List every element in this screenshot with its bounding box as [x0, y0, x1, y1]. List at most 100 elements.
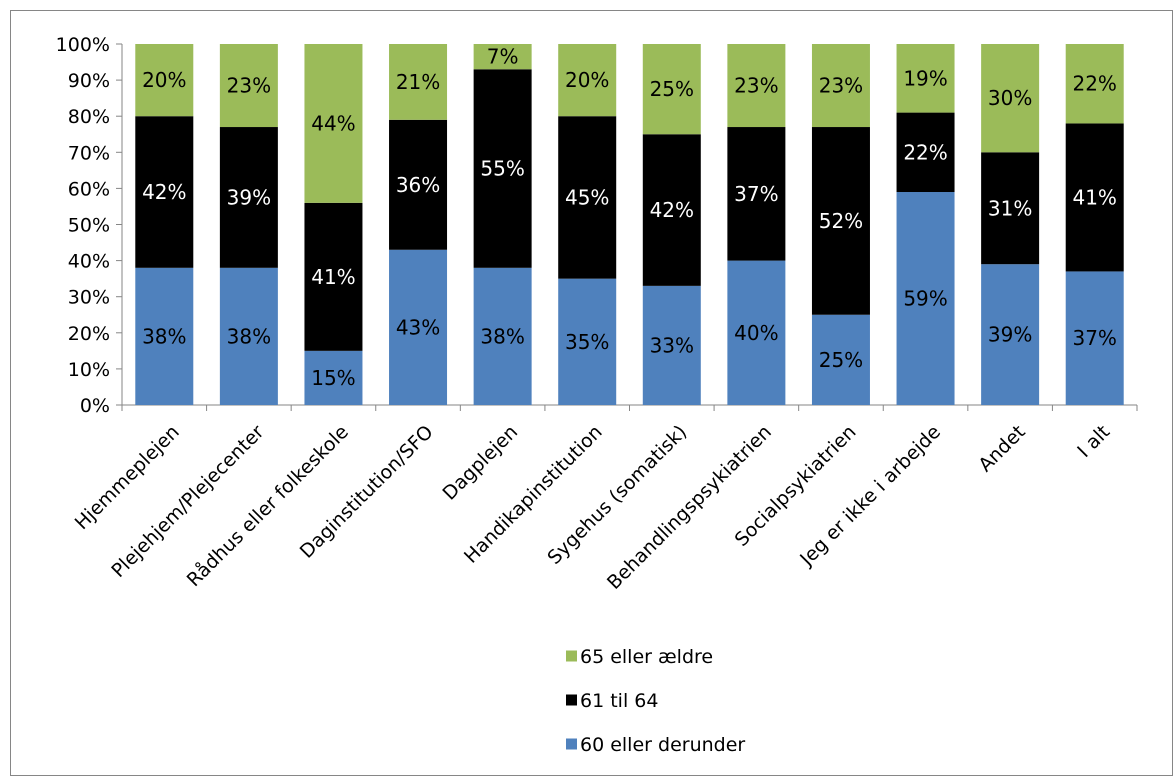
x-tick-label: Behandlingspsykiatrien [603, 421, 776, 594]
bar-segment [558, 278, 617, 405]
data-label: 22% [903, 140, 947, 164]
data-label: 19% [903, 66, 947, 90]
bar-segment [219, 44, 278, 128]
bar-segment [558, 44, 617, 117]
legend: 65 eller ældre 61 til 64 60 eller derunder [566, 646, 745, 756]
data-label: 25% [819, 348, 863, 372]
data-label: 7% [487, 45, 519, 69]
data-label: 38% [227, 324, 271, 348]
y-tick-label: 100% [56, 34, 110, 56]
data-label: 35% [565, 330, 609, 354]
data-labels: 38% 42% 20% 38% 39% 23% 15% 41% 44% 43% 36% 21% 38% 5… [142, 45, 1117, 390]
y-tick-label: 30% [68, 287, 110, 309]
bar-segment [1065, 123, 1124, 272]
legend-label: 60 eller derunder [580, 734, 745, 756]
y-tick-label: 20% [68, 323, 110, 345]
x-tick-labels: HjemmeplejenPlejehjem/PlejecenterRådhus … [71, 420, 1115, 594]
data-label: 23% [227, 74, 271, 98]
bar-segment [896, 44, 955, 113]
bar-segment [981, 264, 1040, 405]
data-label: 37% [1072, 326, 1116, 350]
data-label: 40% [734, 321, 778, 345]
x-tick-label: Dagplejen [438, 421, 522, 505]
bar-segment [473, 44, 532, 70]
y-tick-label: 0% [80, 395, 110, 417]
data-label: 39% [227, 185, 271, 209]
data-label: 20% [565, 68, 609, 92]
y-tick-label: 40% [68, 251, 110, 273]
data-label: 52% [819, 209, 863, 233]
bar-segment [389, 249, 448, 405]
legend-swatch [566, 738, 577, 750]
bar-segment [558, 116, 617, 279]
x-tick-label: Sygehus (somatisk) [543, 421, 691, 569]
bar-segment [389, 119, 448, 250]
data-label: 44% [311, 111, 355, 135]
bar-segment [896, 192, 955, 405]
data-label: 23% [819, 74, 863, 98]
data-label: 30% [988, 86, 1032, 110]
data-label: 15% [311, 366, 355, 390]
data-label: 41% [1072, 185, 1116, 209]
data-label: 43% [396, 315, 440, 339]
bar-segment [727, 127, 786, 261]
bar-segment [1065, 44, 1124, 124]
bar-segment [219, 127, 278, 268]
bar-segment [981, 152, 1040, 265]
x-tick-label: Jeg er ikke i arbejde [795, 421, 945, 571]
legend-swatch [566, 694, 577, 706]
data-label: 31% [988, 196, 1032, 220]
bar-segment [135, 44, 194, 117]
data-label: 21% [396, 70, 440, 94]
bar-segment [642, 134, 701, 286]
data-label: 38% [480, 324, 524, 348]
bar-segment [811, 127, 870, 315]
x-tick-label: Andet [974, 421, 1029, 476]
bar-segment [135, 116, 194, 268]
bar-segment [473, 267, 532, 405]
y-tick-label: 70% [68, 142, 110, 164]
bar-segment [896, 112, 955, 193]
legend-label: 65 eller ældre [580, 646, 713, 668]
bar-segment [219, 267, 278, 405]
data-label: 36% [396, 173, 440, 197]
bar-segment [811, 44, 870, 128]
bar-segment [1065, 271, 1124, 405]
data-label: 39% [988, 323, 1032, 347]
axes: 0% 10% 20% 30% 40% 50% 60% 70% 80% 90% 100% [56, 34, 1138, 417]
data-label: 42% [650, 198, 694, 222]
bar-segment [389, 44, 448, 120]
x-tick-label: Handikapinstitution [460, 421, 607, 568]
bar-segment [304, 44, 363, 203]
data-label: 25% [650, 77, 694, 101]
bar-segment [473, 69, 532, 268]
y-tick-label: 60% [68, 178, 110, 200]
data-label: 38% [142, 324, 186, 348]
x-tick-label: Rådhus eller folkeskole [182, 420, 353, 591]
data-label: 42% [142, 180, 186, 204]
data-label: 22% [1072, 72, 1116, 96]
x-tick-label: Plejehjem/Plejecenter [107, 421, 268, 582]
bar-segment [727, 44, 786, 128]
data-label: 37% [734, 182, 778, 206]
bar-segment [811, 314, 870, 405]
legend-swatch [566, 650, 577, 662]
data-label: 45% [565, 185, 609, 209]
data-label: 55% [480, 157, 524, 181]
x-tick-label: I alt [1073, 421, 1114, 462]
y-tick-label: 80% [68, 106, 110, 128]
bar-segment [727, 260, 786, 405]
bars [135, 44, 1124, 405]
y-tick-label: 50% [68, 215, 110, 237]
y-tick-label: 90% [68, 70, 110, 92]
data-label: 23% [734, 74, 778, 98]
data-label: 33% [650, 333, 694, 357]
bar-segment [642, 44, 701, 135]
legend-label: 61 til 64 [580, 690, 658, 712]
bar-segment [304, 350, 363, 405]
data-label: 41% [311, 265, 355, 289]
bar-segment [642, 285, 701, 405]
bar-segment [135, 267, 194, 405]
y-tick-label: 10% [68, 359, 110, 381]
